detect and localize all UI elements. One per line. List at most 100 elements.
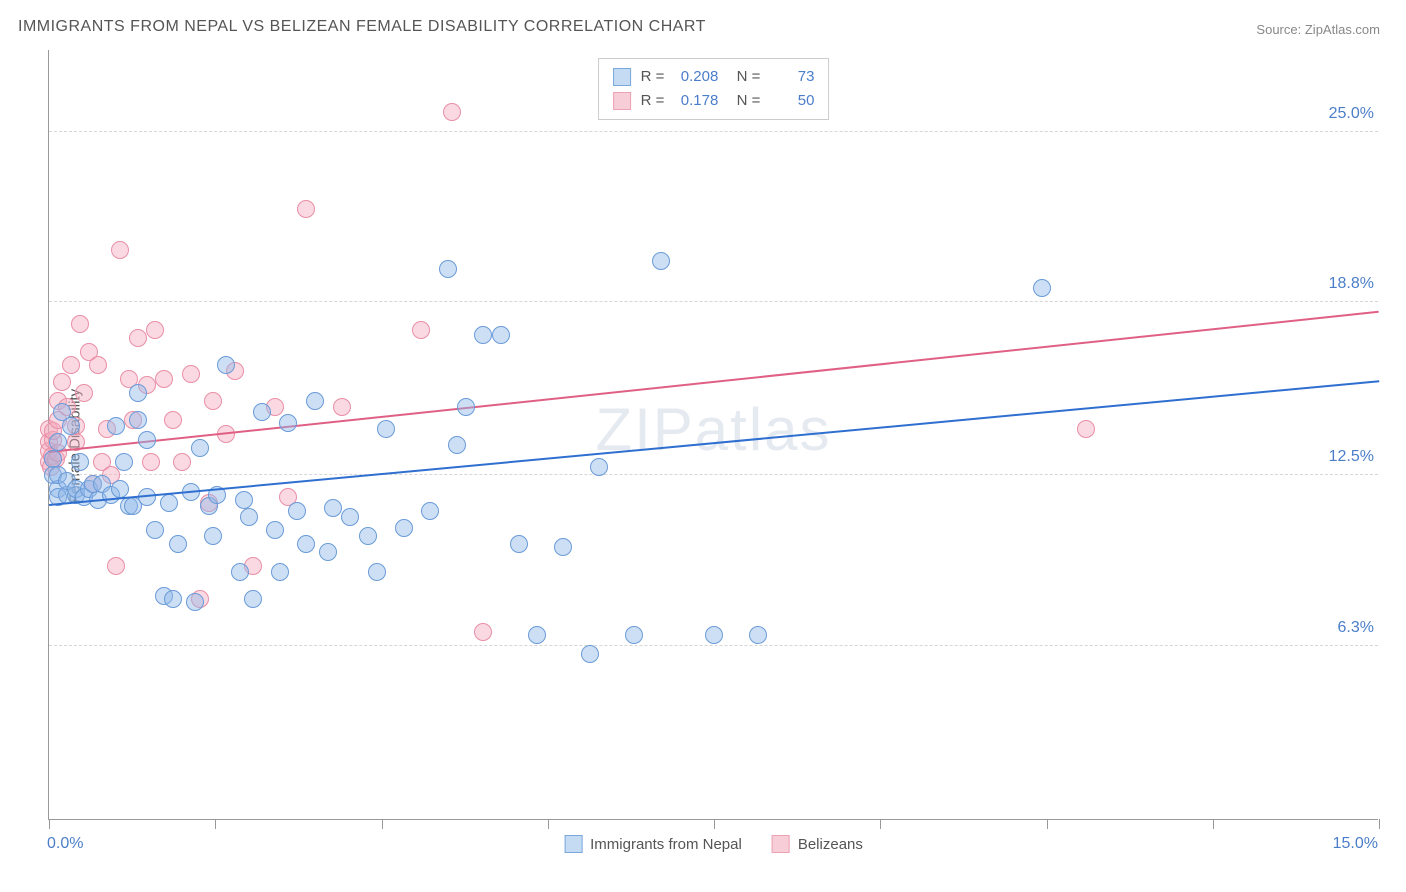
scatter-point [333,398,351,416]
scatter-point [138,431,156,449]
legend-swatch-belizeans [613,92,631,110]
x-tick [49,819,50,829]
gridline [49,474,1378,475]
scatter-point [164,411,182,429]
scatter-point [164,590,182,608]
scatter-point [253,403,271,421]
scatter-point [288,502,306,520]
series-legend: Immigrants from Nepal Belizeans [564,835,863,853]
scatter-point [217,356,235,374]
scatter-point [439,260,457,278]
legend-item-belizeans: Belizeans [772,835,863,853]
scatter-point [173,453,191,471]
scatter-point [412,321,430,339]
scatter-point [107,557,125,575]
scatter-point [266,521,284,539]
scatter-point [240,508,258,526]
scatter-point [528,626,546,644]
scatter-point [1077,420,1095,438]
gridline [49,301,1378,302]
scatter-point [271,563,289,581]
r-value-belizeans: 0.178 [674,89,718,113]
n-value-nepal: 73 [770,65,814,89]
scatter-point [235,491,253,509]
y-tick-label: 18.8% [1329,275,1380,293]
scatter-point [652,252,670,270]
scatter-point [448,436,466,454]
scatter-point [169,535,187,553]
scatter-point [107,417,125,435]
scatter-point [554,538,572,556]
scatter-point [89,356,107,374]
scatter-point [111,241,129,259]
scatter-point [319,543,337,561]
n-label: N = [728,65,760,89]
scatter-point [457,398,475,416]
scatter-point [186,593,204,611]
scatter-point [53,373,71,391]
scatter-point [306,392,324,410]
x-tick [548,819,549,829]
scatter-point [377,420,395,438]
scatter-point [204,527,222,545]
scatter-point [581,645,599,663]
x-tick [714,819,715,829]
scatter-point [359,527,377,545]
scatter-point [749,626,767,644]
x-tick [382,819,383,829]
x-tick [215,819,216,829]
watermark: ZIPatlas [595,394,831,463]
scatter-point [129,329,147,347]
scatter-point [341,508,359,526]
scatter-point [191,439,209,457]
scatter-point [146,521,164,539]
legend-swatch-nepal-icon [564,835,582,853]
r-label: R = [641,89,665,113]
trend-line [49,311,1379,453]
r-value-nepal: 0.208 [674,65,718,89]
scatter-point [368,563,386,581]
r-label: R = [641,65,665,89]
x-axis-min-label: 0.0% [47,835,83,853]
scatter-point [155,370,173,388]
scatter-point [395,519,413,537]
scatter-point [279,414,297,432]
scatter-point [244,590,262,608]
n-label: N = [728,89,760,113]
y-tick-label: 6.3% [1338,619,1380,637]
gridline [49,131,1378,132]
legend-item-nepal: Immigrants from Nepal [564,835,742,853]
source-attribution: Source: ZipAtlas.com [1256,22,1380,37]
x-tick [880,819,881,829]
source-value: ZipAtlas.com [1305,22,1380,37]
x-tick [1047,819,1048,829]
scatter-point [146,321,164,339]
trend-line [49,380,1379,506]
scatter-point [204,392,222,410]
scatter-point [705,626,723,644]
y-tick-label: 25.0% [1329,105,1380,123]
gridline [49,645,1378,646]
scatter-point [129,384,147,402]
scatter-point [297,535,315,553]
scatter-point [1033,279,1051,297]
scatter-point [625,626,643,644]
x-axis-max-label: 15.0% [1333,835,1378,853]
x-tick [1213,819,1214,829]
legend-row-nepal: R = 0.208 N = 73 [613,65,815,89]
scatter-point [111,480,129,498]
scatter-point [231,563,249,581]
scatter-point [421,502,439,520]
scatter-point [324,499,342,517]
n-value-belizeans: 50 [770,89,814,113]
scatter-point [44,450,62,468]
source-label: Source: [1256,22,1301,37]
plot-area: ZIPatlas R = 0.208 N = 73 R = 0.178 N = … [48,50,1378,820]
scatter-point [62,417,80,435]
y-tick-label: 12.5% [1329,448,1380,466]
correlation-legend: R = 0.208 N = 73 R = 0.178 N = 50 [598,58,830,120]
scatter-point [142,453,160,471]
scatter-point [590,458,608,476]
scatter-point [474,623,492,641]
scatter-point [71,315,89,333]
